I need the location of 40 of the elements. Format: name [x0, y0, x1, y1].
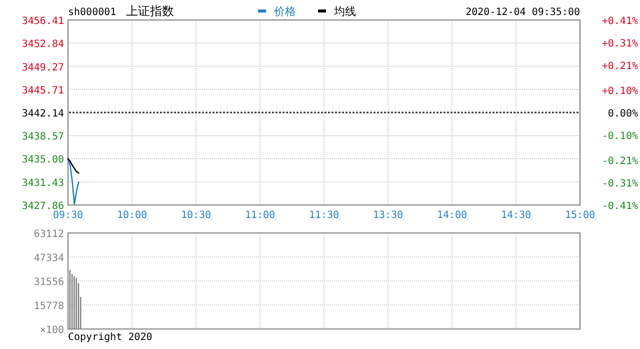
y2-tick-label: -0.10%	[602, 131, 638, 142]
y-tick-label: 15778	[34, 301, 64, 312]
y2-tick-label: 0.00%	[608, 108, 638, 120]
x-tick-label: 11:30	[308, 210, 340, 221]
y-tick-label: 31556	[34, 277, 64, 288]
x-tick-label: 15:00	[564, 210, 596, 221]
chart-title: 上证指数	[126, 4, 174, 18]
line-series	[67, 158, 80, 205]
y-tick-label: 3456.41	[22, 16, 64, 27]
y-tick-label: 47334	[34, 253, 64, 264]
y2-tick-label: -0.41%	[602, 201, 638, 212]
y2-tick-label: -0.31%	[602, 178, 638, 190]
text: Copyright 2020	[68, 332, 152, 343]
y2-tick-label: +0.41%	[602, 16, 638, 27]
legend-label: 均线	[333, 5, 356, 18]
y-tick-label: 3449.27	[22, 62, 64, 74]
x-tick-label: 10:00	[116, 210, 148, 221]
y-tick-label: 63112	[34, 229, 64, 240]
y-tick-label: 3427.86	[22, 201, 64, 212]
line-series	[67, 158, 80, 174]
x-tick-label: 11:00	[244, 210, 276, 221]
text: 2020-12-04 09:35:00	[466, 7, 580, 18]
y2-tick-label: -0.21%	[602, 156, 638, 167]
x-tick-label: 14:00	[436, 210, 468, 221]
x-tick-label: 10:30	[180, 210, 212, 221]
legend-label: 价格	[273, 5, 296, 18]
y-axis-title: ×100	[40, 325, 64, 336]
x-tick-label: 14:30	[500, 210, 532, 221]
y-tick-label: 3438.57	[22, 132, 64, 143]
y-tick-label: 3431.43	[22, 178, 64, 189]
y2-tick-label: +0.31%	[602, 38, 638, 50]
x-tick-label: 09:30	[52, 210, 84, 221]
y-tick-label: 3452.84	[22, 39, 64, 50]
x-tick-label: 13:30	[372, 210, 404, 221]
y-tick-label: 3435.00	[22, 154, 64, 166]
y-tick-label: 3442.14	[22, 108, 64, 120]
y2-tick-label: +0.21%	[602, 61, 638, 72]
text: sh000001	[68, 7, 116, 18]
y2-tick-label: +0.10%	[602, 86, 638, 97]
y-tick-label: 3445.71	[22, 85, 64, 96]
